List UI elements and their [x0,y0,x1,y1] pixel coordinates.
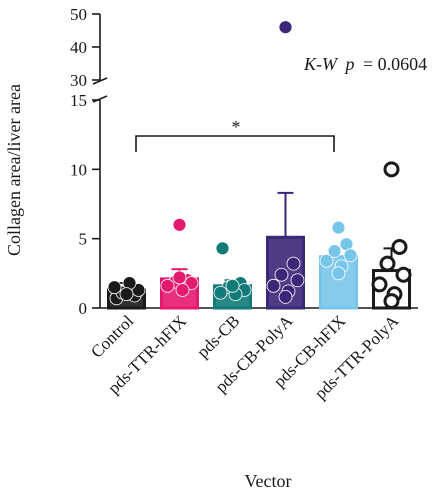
y-tick-label: 0 [79,299,88,318]
data-point [278,20,293,35]
data-point [383,161,400,178]
x-tick-label: Control [87,311,137,361]
y-tick-label: 40 [70,38,87,57]
data-point [274,267,289,282]
y-axis-label: Collagen area/liver area [4,84,24,256]
data-point [395,266,412,283]
x-axis-label: Vector [245,471,292,491]
y-tick-label: 10 [70,160,87,179]
data-point [331,220,346,235]
axis-break-mark [92,77,108,85]
data-point [383,293,400,310]
kw-annotation: K-W p = 0.0604 [303,54,427,74]
data-point [319,253,334,268]
data-point [290,273,305,288]
significance-star: * [232,117,241,137]
y-tick-label: 50 [70,5,87,24]
data-point [107,280,122,295]
data-point [215,241,230,256]
data-point [119,287,134,302]
data-point [371,276,388,293]
data-point [379,255,396,272]
y-tick-label: 30 [70,71,87,90]
axis-break-mark [92,95,108,103]
data-point [286,256,301,271]
data-point [172,270,187,285]
kw-prefix: K-W [303,54,339,74]
data-point [172,217,187,232]
y-tick-label: 5 [79,230,88,249]
data-point [327,244,342,259]
data-point [213,285,228,300]
data-point [225,278,240,293]
data-point [391,238,408,255]
data-point [175,283,190,297]
data-point [266,278,281,293]
y-tick-label: 15 [70,91,87,110]
kw-p-value: = 0.0604 [363,54,427,74]
data-point [331,266,346,281]
data-point [278,290,293,304]
data-point [160,278,175,293]
kw-p-label: p [344,54,355,74]
x-tick-label: pds-CB [193,311,243,361]
data-point [343,248,358,263]
significance-bracket [135,135,335,152]
